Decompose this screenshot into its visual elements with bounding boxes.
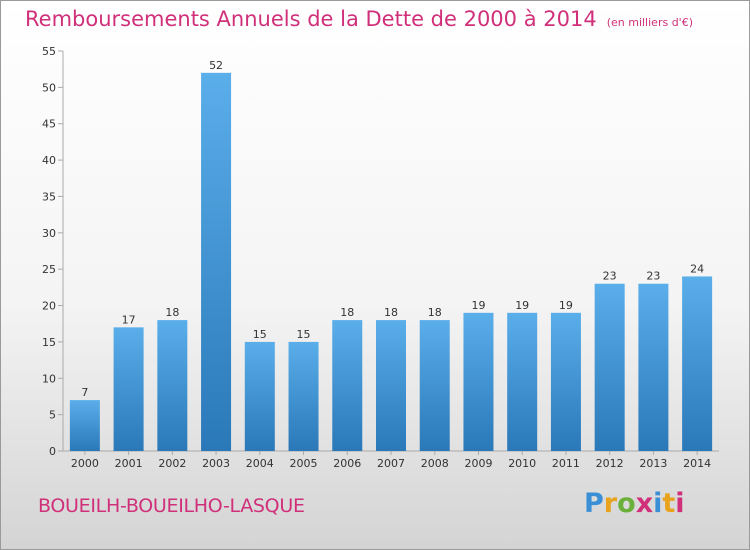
- y-tick-label: 30: [42, 227, 56, 240]
- x-tick-label: 2011: [552, 457, 580, 470]
- x-tick-label: 2003: [202, 457, 230, 470]
- x-tick-label: 2005: [290, 457, 318, 470]
- logo-letter: x: [635, 488, 654, 519]
- data-label-2005: 15: [297, 328, 311, 341]
- y-tick-label: 15: [42, 336, 56, 349]
- y-tick-label: 35: [42, 190, 56, 203]
- data-label-2003: 52: [209, 59, 223, 72]
- bar-2011: [550, 312, 581, 451]
- bar-2005: [288, 341, 319, 451]
- logo-letter: i: [653, 488, 663, 519]
- bar-2004: [244, 341, 275, 451]
- data-label-2004: 15: [253, 328, 267, 341]
- x-tick-label: 2006: [333, 457, 361, 470]
- bar-2012: [594, 283, 625, 451]
- proxiti-logo[interactable]: Proxiti: [584, 488, 685, 519]
- data-label-2006: 18: [340, 306, 354, 319]
- x-tick-label: 2009: [464, 457, 492, 470]
- data-label-2012: 23: [603, 270, 617, 283]
- axes: 0 5 10 15 20 25 30 35 40 45 50 55 2000 2001 2002 2003 20…: [42, 45, 719, 470]
- chart-subtitle: (en milliers d'€): [606, 16, 693, 29]
- bar-2013: [638, 283, 669, 451]
- logo-letter: r: [603, 488, 618, 519]
- bar-2014: [682, 276, 713, 451]
- data-label-2009: 19: [471, 299, 485, 312]
- data-label-2007: 18: [384, 306, 398, 319]
- title-line: Remboursements Annuels de la Dette de 20…: [25, 7, 693, 31]
- x-tick-label: 2001: [115, 457, 143, 470]
- data-labels: 7 17 18 52 15 15 18 18 18 19 19 19 23 23 24: [81, 59, 704, 399]
- x-tick-label: 2014: [683, 457, 711, 470]
- logo-letter: t: [662, 488, 676, 519]
- x-tick-label: 2012: [596, 457, 624, 470]
- data-label-2001: 17: [122, 313, 136, 326]
- y-tick-label: 20: [42, 300, 56, 313]
- bar-2000: [69, 400, 100, 451]
- y-tick-label: 25: [42, 263, 56, 276]
- x-tick-label: 2000: [71, 457, 99, 470]
- x-tick-label: 2004: [246, 457, 274, 470]
- data-label-2010: 19: [515, 299, 529, 312]
- x-tick-label: 2010: [508, 457, 536, 470]
- data-label-2000: 7: [81, 386, 88, 399]
- x-tick-label: 2007: [377, 457, 405, 470]
- bar-2003: [201, 72, 232, 452]
- data-label-2011: 19: [559, 299, 573, 312]
- bars: [69, 72, 713, 452]
- bar-2007: [376, 320, 406, 451]
- bar-2001: [113, 327, 144, 451]
- x-tick-label: 2013: [639, 457, 667, 470]
- data-label-2008: 18: [428, 306, 442, 319]
- bar-2010: [507, 312, 538, 451]
- y-tick-label: 40: [42, 154, 56, 167]
- bar-2006: [332, 320, 363, 451]
- y-tick-label: 45: [42, 118, 56, 131]
- data-label-2013: 23: [646, 270, 660, 283]
- y-tick-label: 10: [42, 372, 56, 385]
- chart-title: Remboursements Annuels de la Dette de 20…: [25, 7, 597, 31]
- y-tick-label: 5: [49, 409, 56, 422]
- commune-name: BOUEILH-BOUEILHO-LASQUE: [38, 495, 305, 517]
- bar-2009: [463, 312, 494, 451]
- data-label-2014: 24: [690, 262, 704, 275]
- bar-2008: [419, 320, 450, 451]
- logo-letter: P: [584, 488, 604, 519]
- x-tick-label: 2008: [421, 457, 449, 470]
- logo-letter: o: [617, 488, 636, 519]
- y-tick-label: 50: [42, 81, 56, 94]
- logo-letter: i: [675, 488, 685, 519]
- bar-2002: [157, 320, 188, 451]
- y-tick-label: 55: [42, 45, 56, 58]
- y-tick-label: 0: [49, 445, 56, 458]
- x-tick-label: 2002: [158, 457, 186, 470]
- data-label-2002: 18: [165, 306, 179, 319]
